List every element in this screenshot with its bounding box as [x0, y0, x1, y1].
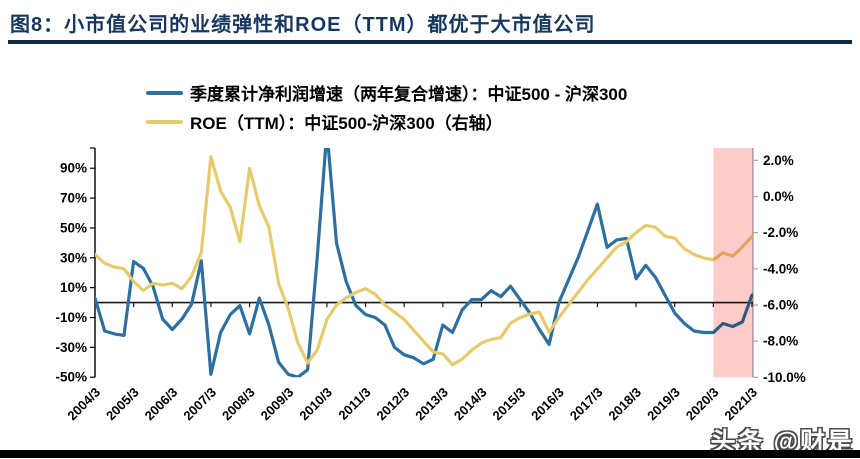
legend-label: 季度累计净利润增速（两年复合增速）：中证500 - 沪深300 [190, 85, 628, 104]
x-axis-tick-label: 2016/3 [528, 385, 567, 424]
x-axis-tick-label: 2009/3 [258, 385, 297, 424]
x-axis-tick-label: 2021/3 [721, 385, 760, 424]
x-axis-tick-label: 2004/3 [64, 385, 103, 424]
net-profit-growth-line [95, 148, 753, 378]
series-lines [95, 148, 753, 378]
roe-ttm-line [95, 155, 753, 367]
left-axis-tick-label: -10% [55, 310, 87, 325]
right-axis-tick-label: -10.0% [763, 370, 806, 385]
right-axis-tick-label: 0.0% [763, 189, 794, 204]
x-axis: 2004/3 2005/3 2006/3 2007/3 2008/3 2009/3 2010… [64, 301, 760, 424]
x-axis-tick-label: 2010/3 [296, 385, 335, 424]
page-title: 图8：小市值公司的业绩弹性和ROE（TTM）都优于大市值公司 [10, 14, 596, 36]
right-axis-tick-label: -8.0% [763, 334, 798, 349]
x-axis-tick-label: 2011/3 [335, 385, 373, 423]
left-axis-tick-label: -30% [55, 340, 87, 355]
blue-line-swatch [146, 90, 183, 95]
x-axis-tick-label: 2014/3 [451, 385, 490, 424]
right-axis-tick-label: -4.0% [763, 261, 798, 276]
right-axis: 2.0% 0.0% -2.0% -4.0% -6.0% -8.0% -10.0% [752, 148, 806, 385]
left-axis-tick-label: 50% [60, 220, 87, 235]
x-axis-tick-label: 2012/3 [374, 385, 413, 424]
yellow-line-swatch [146, 119, 183, 124]
left-axis-tick-label: 10% [60, 280, 87, 295]
highlight-band-2020-2021 [713, 148, 753, 378]
x-axis-tick-label: 2006/3 [142, 385, 181, 424]
left-axis-tick-label: 70% [60, 191, 87, 206]
x-axis-tick-label: 2007/3 [180, 385, 219, 424]
x-axis-tick-label: 2013/3 [412, 385, 451, 424]
left-axis: 90% 70% 50% 30% 10% -10% -30% -50% [55, 147, 96, 385]
chart-legend: 季度累计净利润增速（两年复合增速）：中证500 - 沪深300 ROE（TTM）… [146, 78, 627, 136]
bottom-bar [0, 450, 860, 458]
right-axis-tick-label: 2.0% [763, 153, 794, 168]
right-axis-tick-label: -6.0% [763, 298, 798, 313]
legend-item-net-profit-growth: 季度累计净利润增速（两年复合增速）：中证500 - 沪深300 [146, 78, 627, 107]
x-axis-tick-label: 2020/3 [683, 385, 722, 424]
x-axis-tick-label: 2005/3 [103, 385, 142, 424]
x-axis-tick-label: 2017/3 [567, 385, 606, 424]
x-axis-tick-label: 2008/3 [219, 385, 258, 424]
title-divider [8, 40, 852, 44]
legend-label: ROE（TTM）：中证500-沪深300（右轴） [190, 114, 503, 133]
right-axis-tick-label: -2.0% [763, 225, 798, 240]
x-axis-tick-label: 2019/3 [644, 385, 683, 424]
legend-item-roe-ttm: ROE（TTM）：中证500-沪深300（右轴） [146, 107, 627, 136]
x-axis-tick-label: 2018/3 [605, 385, 644, 424]
left-axis-tick-label: 90% [60, 161, 87, 176]
x-axis-tick-label: 2015/3 [490, 385, 529, 424]
left-axis-tick-label: -50% [55, 370, 87, 385]
left-axis-tick-label: 30% [60, 250, 87, 265]
